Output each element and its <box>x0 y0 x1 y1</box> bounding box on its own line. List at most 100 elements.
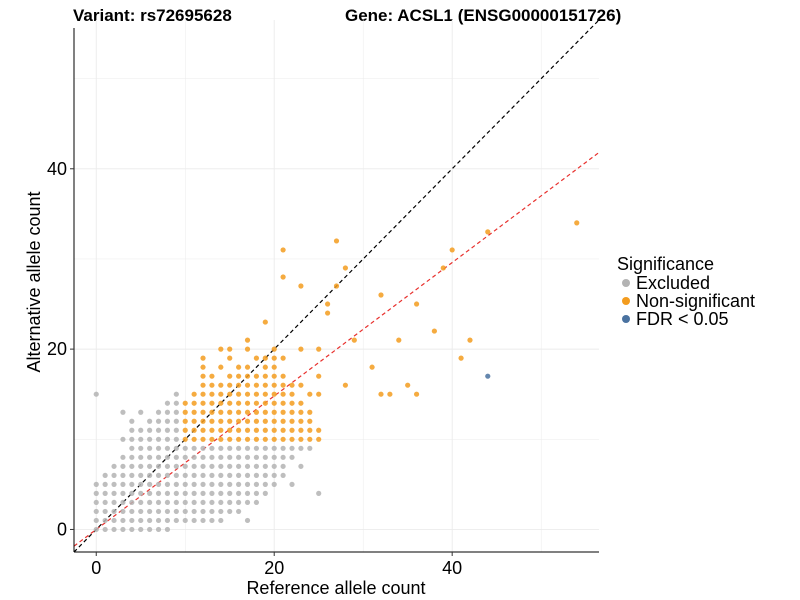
point-non-significant <box>325 301 331 307</box>
point-excluded <box>138 454 144 460</box>
point-excluded <box>164 517 171 524</box>
point-excluded <box>236 472 242 478</box>
point-non-significant <box>271 391 277 397</box>
point-excluded <box>93 391 99 397</box>
point-non-significant <box>280 409 286 415</box>
point-excluded <box>155 472 162 478</box>
y-tick-label: 40 <box>47 159 67 179</box>
point-non-significant <box>236 400 242 406</box>
point-non-significant <box>262 319 268 325</box>
legend-title: Significance <box>617 254 714 274</box>
point-excluded <box>173 400 179 406</box>
point-non-significant <box>244 346 251 352</box>
point-excluded <box>120 499 126 506</box>
point-excluded <box>209 508 215 515</box>
point-excluded <box>182 517 188 524</box>
point-non-significant <box>253 427 260 433</box>
point-non-significant <box>271 355 277 361</box>
point-non-significant <box>413 391 420 397</box>
point-excluded <box>200 517 206 524</box>
point-non-significant <box>307 427 313 433</box>
point-non-significant <box>262 364 268 370</box>
point-non-significant <box>236 364 242 370</box>
point-non-significant <box>271 346 277 352</box>
point-non-significant <box>431 328 437 334</box>
point-non-significant <box>369 364 375 370</box>
point-non-significant <box>218 409 224 415</box>
point-excluded <box>155 445 162 451</box>
point-non-significant <box>298 400 304 406</box>
point-non-significant <box>280 400 286 406</box>
point-non-significant <box>200 355 206 361</box>
point-excluded <box>102 508 108 515</box>
point-excluded <box>218 454 224 460</box>
point-excluded <box>111 508 117 515</box>
point-non-significant <box>227 409 233 415</box>
point-excluded <box>253 463 260 469</box>
point-non-significant <box>262 409 268 415</box>
point-non-significant <box>413 301 420 307</box>
point-excluded <box>164 463 171 469</box>
point-excluded <box>191 490 197 496</box>
point-non-significant <box>200 364 206 370</box>
point-non-significant <box>209 400 215 406</box>
point-non-significant <box>209 373 215 379</box>
point-excluded <box>102 472 108 478</box>
point-excluded <box>173 481 179 487</box>
point-excluded <box>280 454 286 460</box>
point-excluded <box>200 481 206 487</box>
point-excluded <box>164 508 171 515</box>
point-non-significant <box>289 400 295 406</box>
point-excluded <box>236 445 242 451</box>
point-excluded <box>138 472 144 478</box>
point-excluded <box>307 445 313 451</box>
point-non-significant <box>253 382 260 388</box>
point-non-significant <box>227 382 233 388</box>
point-excluded <box>191 472 197 478</box>
point-excluded <box>173 454 179 460</box>
point-non-significant <box>253 418 260 424</box>
point-non-significant <box>200 436 206 442</box>
point-non-significant <box>298 283 304 289</box>
point-non-significant <box>244 382 251 388</box>
point-excluded <box>218 481 224 487</box>
point-excluded <box>147 481 153 487</box>
point-non-significant <box>218 418 224 424</box>
point-excluded <box>164 481 171 487</box>
point-excluded <box>93 490 99 496</box>
point-excluded <box>253 472 260 478</box>
legend-label: Excluded <box>636 273 710 293</box>
point-excluded <box>173 436 179 442</box>
point-fdr-0-05 <box>485 373 491 379</box>
point-excluded <box>227 454 233 460</box>
point-non-significant <box>209 418 215 424</box>
point-excluded <box>244 499 251 506</box>
point-non-significant <box>342 265 348 271</box>
point-non-significant <box>485 229 491 235</box>
point-non-significant <box>200 391 206 397</box>
y-tick-label: 0 <box>57 519 67 539</box>
point-excluded <box>102 499 108 506</box>
point-excluded <box>147 526 153 533</box>
point-excluded <box>209 463 215 469</box>
point-non-significant <box>351 337 357 343</box>
point-excluded <box>173 499 179 506</box>
point-excluded <box>227 463 233 469</box>
point-excluded <box>120 454 126 460</box>
point-non-significant <box>298 346 304 352</box>
point-non-significant <box>218 436 224 442</box>
point-non-significant <box>253 409 260 415</box>
tick-labels: 0 20 40 0 20 40 <box>47 159 462 578</box>
point-non-significant <box>307 436 313 442</box>
point-excluded <box>155 409 162 415</box>
point-excluded <box>120 517 126 524</box>
point-non-significant <box>405 382 411 388</box>
point-excluded <box>227 499 233 506</box>
point-excluded <box>129 526 135 533</box>
point-excluded <box>227 490 233 496</box>
legend-swatch <box>622 297 630 305</box>
point-non-significant <box>342 382 348 388</box>
point-excluded <box>120 490 126 496</box>
point-non-significant <box>289 436 295 442</box>
